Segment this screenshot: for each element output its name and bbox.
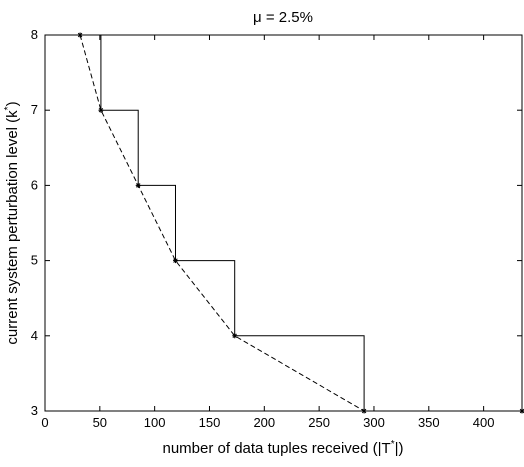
x-ticks: 0 50 100 150 200 250 300 350 400 (41, 35, 494, 430)
dashed-series-line (80, 35, 364, 411)
y-tick-label: 5 (31, 253, 38, 268)
y-axis-label-end: ) (4, 101, 21, 106)
x-tick-label: 100 (144, 415, 166, 430)
y-ticks: 3 4 5 6 7 8 (31, 27, 522, 418)
x-axis-label: number of data tuples received (|T*|) (163, 439, 404, 457)
y-axis-label: current system perturbation level (k*) (3, 101, 21, 344)
x-tick-label: 0 (41, 415, 48, 430)
x-tick-label: 300 (363, 415, 385, 430)
x-tick-label: 250 (308, 415, 330, 430)
x-tick-label: 350 (418, 415, 440, 430)
plot-frame (45, 35, 522, 411)
x-tick-label: 200 (253, 415, 275, 430)
y-tick-label: 7 (31, 102, 38, 117)
data-point-marker (520, 409, 524, 414)
data-point-marker (78, 33, 83, 38)
x-axis-label-main: number of data tuples received (|T (163, 440, 391, 457)
y-tick-label: 4 (31, 328, 38, 343)
x-tick-label: 150 (199, 415, 221, 430)
x-tick-label: 400 (473, 415, 495, 430)
step-series-line (101, 35, 522, 411)
y-tick-label: 8 (31, 27, 38, 42)
x-tick-label: 50 (93, 415, 107, 430)
y-tick-label: 3 (31, 403, 38, 418)
x-axis-label-end: |) (395, 440, 404, 457)
chart-title: μ = 2.5% (253, 9, 313, 26)
y-axis-label-main: current system perturbation level (k (4, 110, 21, 345)
series-layer (78, 33, 524, 414)
y-tick-label: 6 (31, 177, 38, 192)
